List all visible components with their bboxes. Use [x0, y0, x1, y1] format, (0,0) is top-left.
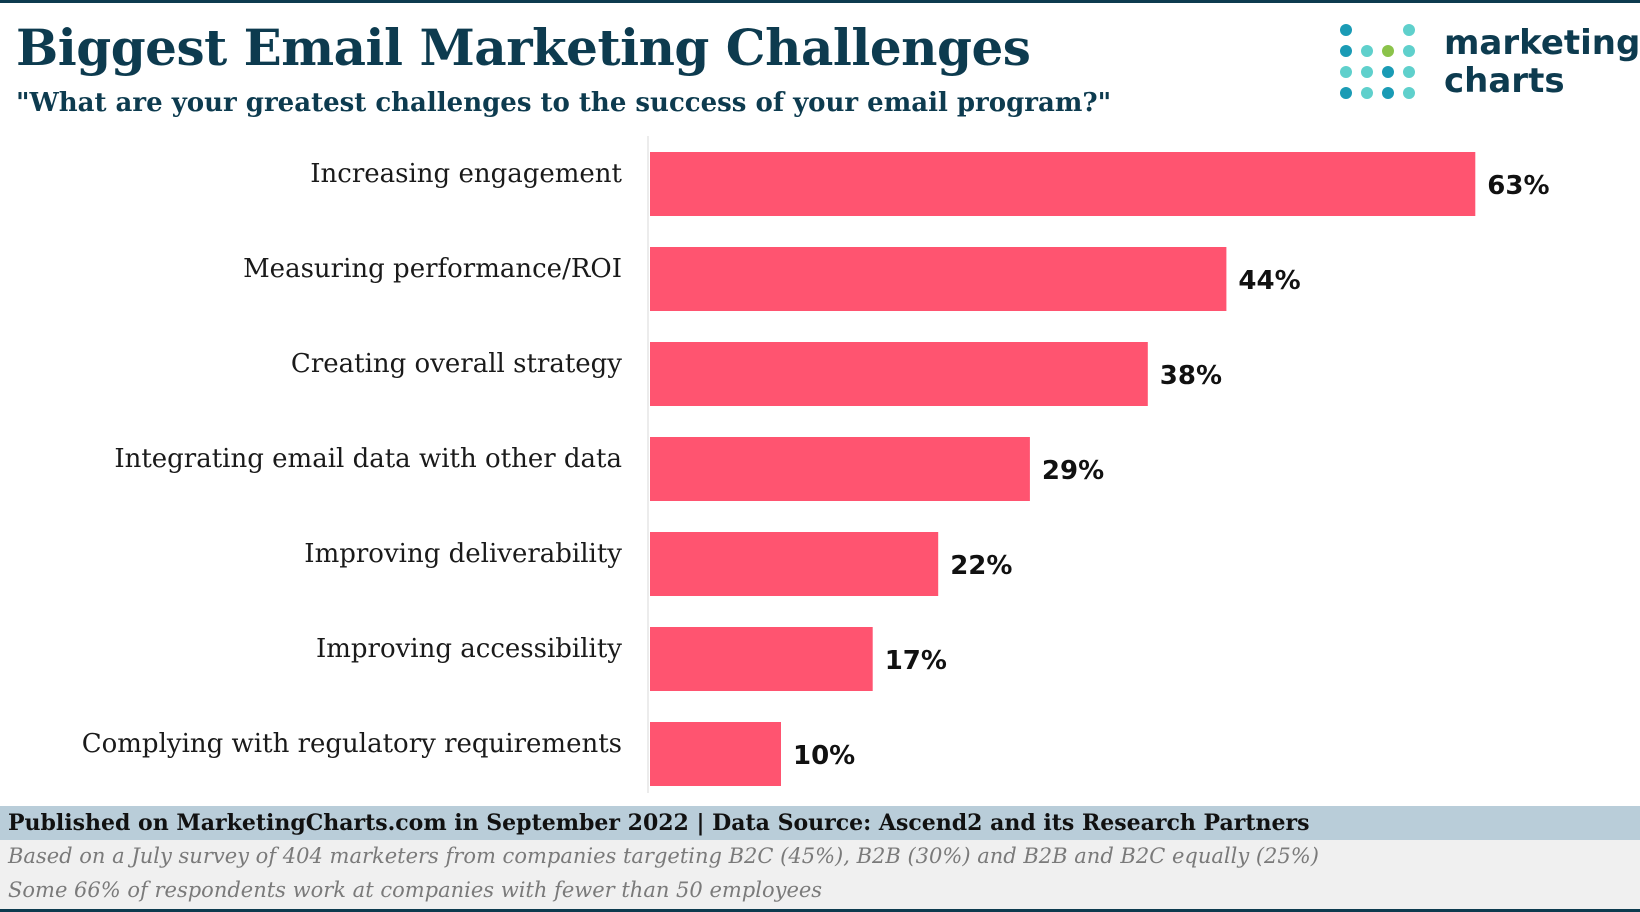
- category-label: Integrating email data with other data: [114, 444, 622, 474]
- logo-dot: [1403, 45, 1415, 57]
- logo-text-line2: charts: [1444, 61, 1565, 101]
- chart-title: Biggest Email Marketing Challenges: [16, 18, 1031, 77]
- top-rule: [0, 0, 1640, 3]
- logo-dot: [1382, 66, 1394, 78]
- logo-dot: [1403, 66, 1415, 78]
- value-label: 29%: [1042, 456, 1104, 486]
- bar-chart: Increasing engagement 63% Measuring perfor…: [82, 136, 1550, 793]
- logo-dots-icon: [1340, 24, 1415, 99]
- footer-published: Published on MarketingCharts.com in Sept…: [8, 810, 1310, 836]
- logo-dot: [1382, 87, 1394, 99]
- value-label: 38%: [1160, 361, 1222, 391]
- category-label: Complying with regulatory requirements: [82, 729, 622, 759]
- marketingcharts-logo: marketing charts: [1336, 20, 1640, 110]
- footer-notes: Based on a July survey of 404 marketers …: [0, 840, 1640, 910]
- bar: [650, 532, 939, 596]
- logo-text: marketing charts: [1444, 24, 1640, 100]
- bar: [650, 627, 873, 691]
- logo-dot: [1340, 87, 1352, 99]
- logo-dot: [1403, 24, 1415, 36]
- category-label: Measuring performance/ROI: [243, 254, 622, 284]
- logo-dot: [1340, 66, 1352, 78]
- bar: [650, 247, 1227, 311]
- logo-dot: [1361, 87, 1373, 99]
- logo-text-line1: marketing: [1444, 23, 1640, 63]
- bottom-rule: [0, 909, 1640, 912]
- value-label: 63%: [1487, 171, 1549, 201]
- footer-source-bar: Published on MarketingCharts.com in Sept…: [0, 806, 1640, 840]
- value-label: 17%: [885, 646, 947, 676]
- logo-dot: [1340, 45, 1352, 57]
- bar: [650, 437, 1030, 501]
- chart-subtitle: "What are your greatest challenges to th…: [16, 88, 1112, 118]
- value-label: 44%: [1238, 266, 1300, 296]
- logo-dot: [1361, 66, 1373, 78]
- category-label: Creating overall strategy: [291, 349, 622, 379]
- bar: [650, 722, 781, 786]
- bar: [650, 152, 1476, 216]
- footer-note-survey: Based on a July survey of 404 marketers …: [8, 844, 1319, 868]
- logo-dot: [1403, 87, 1415, 99]
- logo-dot: [1340, 24, 1352, 36]
- value-label: 22%: [950, 551, 1012, 581]
- footer-note-respondents: Some 66% of respondents work at companie…: [8, 878, 823, 902]
- value-label: 10%: [793, 741, 855, 771]
- logo-dot: [1361, 45, 1373, 57]
- category-label: Improving deliverability: [304, 539, 622, 569]
- category-label: Improving accessibility: [316, 634, 622, 664]
- logo-dot: [1382, 45, 1394, 57]
- category-label: Increasing engagement: [310, 159, 622, 189]
- bar: [650, 342, 1148, 406]
